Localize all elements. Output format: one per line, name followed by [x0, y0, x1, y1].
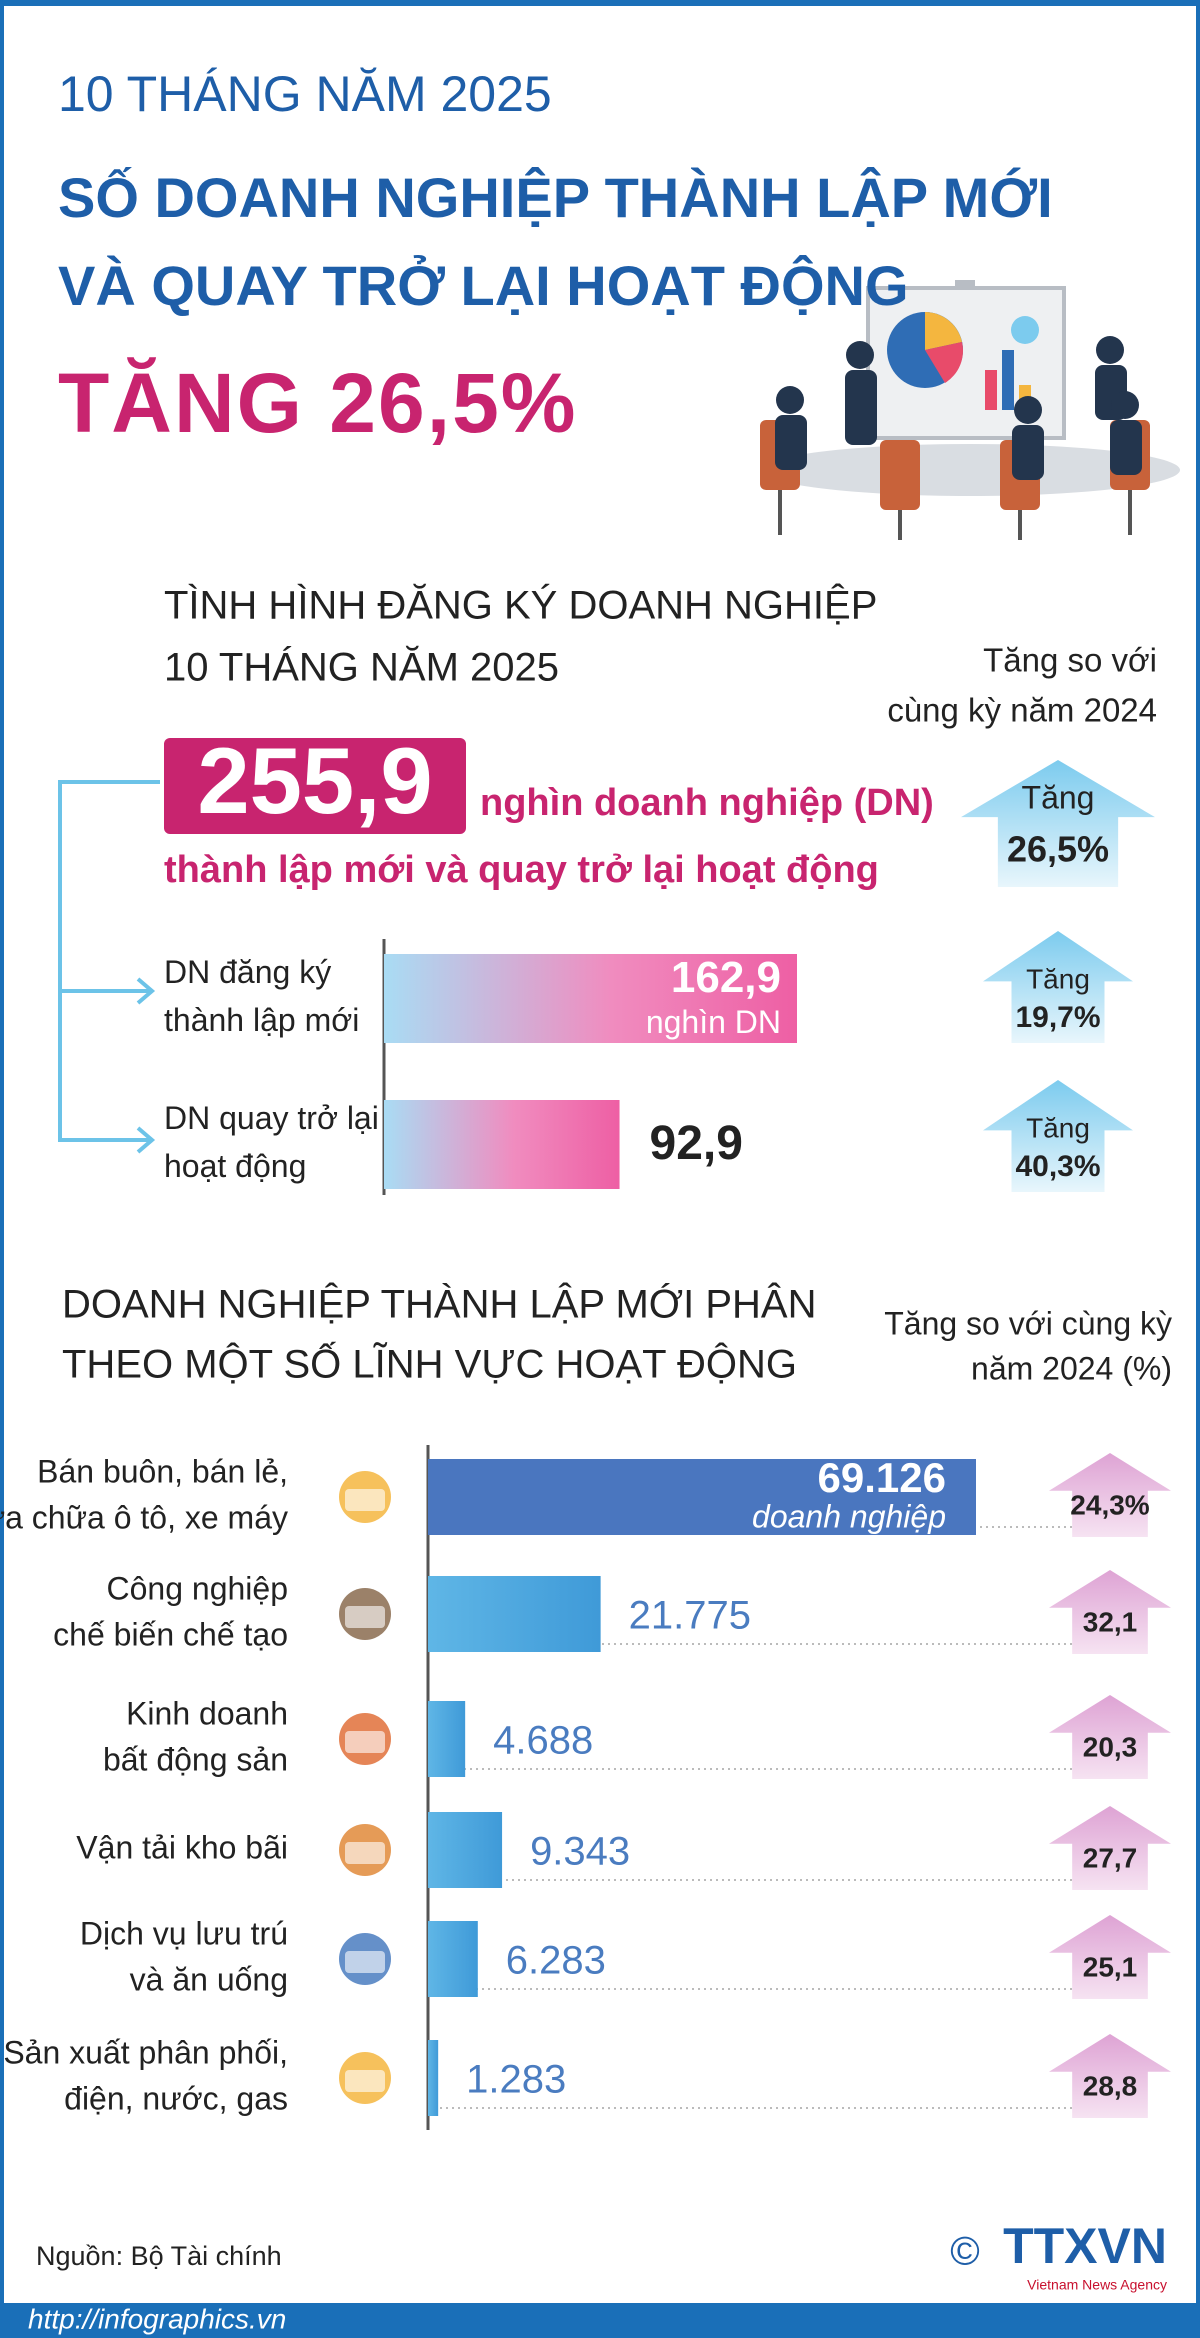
category-label: DN quay trở lại — [164, 1100, 379, 1136]
category-label: sửa chữa ô tô, xe máy — [0, 1499, 288, 1535]
highlight: TĂNG 26,5% — [58, 356, 578, 450]
value-label: 6.283 — [506, 1939, 606, 1983]
growth-arrow — [983, 931, 1133, 1043]
category-label: Vận tải kho bãi — [76, 1829, 288, 1865]
icon-detail — [345, 2070, 385, 2092]
category-label: Dịch vụ lưu trú — [80, 1915, 288, 1951]
section-title: THEO MỘT SỐ LĨNH VỰC HOẠT ĐỘNG — [62, 1341, 797, 1387]
bar — [384, 1100, 620, 1189]
title: SỐ DOANH NGHIỆP THÀNH LẬP MỚI — [58, 166, 1053, 229]
kicker: 10 THÁNG NĂM 2025 — [58, 66, 552, 122]
value-label: 21.775 — [629, 1594, 751, 1638]
icon-detail — [345, 1489, 385, 1511]
value-label: 1.283 — [466, 2058, 566, 2102]
growth-arrow — [1049, 1570, 1171, 1654]
comparison-label: cùng kỳ năm 2024 — [887, 692, 1157, 729]
value-label: 9.343 — [530, 1830, 630, 1874]
growth-word: Tăng — [1026, 1112, 1090, 1143]
bar — [428, 1812, 503, 1888]
growth-title: năm 2024 (%) — [971, 1350, 1172, 1386]
bar — [428, 1576, 601, 1652]
frame-top — [0, 0, 1200, 6]
category-label: Sản xuất phân phối, — [3, 2034, 288, 2070]
growth-value: 28,8 — [1083, 2070, 1138, 2101]
logo-sub: Vietnam News Agency — [1027, 2277, 1167, 2293]
category-label: Kinh doanh — [126, 1695, 288, 1731]
bar — [384, 954, 797, 1043]
value-label: 162,9 — [671, 953, 781, 1002]
copyright: © — [950, 2230, 979, 2274]
growth-arrow — [961, 760, 1155, 887]
category-label: và ăn uống — [130, 1961, 288, 1997]
value-label: 69.126 — [818, 1454, 946, 1501]
growth-value: 27,7 — [1083, 1842, 1138, 1873]
growth-value: 40,3% — [1015, 1150, 1100, 1183]
total-box — [164, 738, 466, 834]
growth-value: 24,3% — [1070, 1489, 1149, 1520]
url: http://infographics.vn — [28, 2303, 286, 2334]
growth-value: 20,3 — [1083, 1731, 1138, 1762]
bar — [428, 1701, 466, 1777]
icon-detail — [345, 1606, 385, 1628]
category-label: bất động sản — [103, 1741, 288, 1777]
value-label: 4.688 — [493, 1719, 593, 1763]
category-label: hoạt động — [164, 1148, 306, 1184]
title: VÀ QUAY TRỞ LẠI HOẠT ĐỘNG — [58, 254, 909, 317]
category-label: Bán buôn, bán lẻ, — [37, 1453, 288, 1489]
category-label: DN đăng ký — [164, 954, 331, 990]
growth-value: 32,1 — [1083, 1606, 1138, 1637]
growth-arrow — [1049, 1695, 1171, 1779]
logo: TTXVN — [1003, 2218, 1167, 2274]
section-title: DOANH NGHIỆP THÀNH LẬP MỚI PHÂN — [62, 1282, 816, 1327]
illustration — [760, 280, 1180, 540]
source: Nguồn: Bộ Tài chính — [36, 2241, 282, 2271]
bracket — [58, 780, 160, 1154]
growth-value: 26,5% — [1007, 829, 1109, 870]
bar — [428, 1921, 478, 1997]
bar — [428, 2040, 439, 2116]
bar — [428, 1459, 976, 1535]
category-label: chế biến chế tạo — [53, 1616, 288, 1652]
section-title: TÌNH HÌNH ĐĂNG KÝ DOANH NGHIỆP — [164, 583, 877, 628]
comparison-label: Tăng so với — [983, 642, 1157, 679]
growth-arrow — [1049, 2034, 1171, 2118]
total-description: thành lập mới và quay trở lại hoạt động — [164, 849, 879, 891]
icon-detail — [345, 1731, 385, 1753]
frame-left — [0, 0, 4, 2338]
growth-value: 19,7% — [1015, 1001, 1100, 1034]
frame-right — [1196, 0, 1200, 2338]
category-label: điện, nước, gas — [64, 2080, 288, 2116]
value-unit: doanh nghiệp — [752, 1498, 946, 1534]
total-unit: nghìn doanh nghiệp (DN) — [480, 782, 934, 824]
category-label: Công nghiệp — [107, 1570, 288, 1606]
footer-bar — [0, 2303, 1200, 2338]
value-label: 92,9 — [650, 1117, 743, 1170]
value-unit: nghìn DN — [646, 1004, 781, 1040]
growth-word: Tăng — [1022, 779, 1095, 815]
category-label: thành lập mới — [164, 1002, 359, 1038]
icon-detail — [345, 1951, 385, 1973]
growth-title: Tăng so với cùng kỳ — [884, 1305, 1172, 1341]
growth-arrow — [983, 1080, 1133, 1192]
growth-arrow — [1049, 1915, 1171, 1999]
growth-arrow — [1049, 1453, 1171, 1537]
growth-arrow — [1049, 1806, 1171, 1890]
icon-detail — [345, 1842, 385, 1864]
growth-value: 25,1 — [1083, 1951, 1138, 1982]
section-title: 10 THÁNG NĂM 2025 — [164, 645, 559, 690]
total-value: 255,9 — [197, 728, 432, 833]
growth-word: Tăng — [1026, 963, 1090, 994]
